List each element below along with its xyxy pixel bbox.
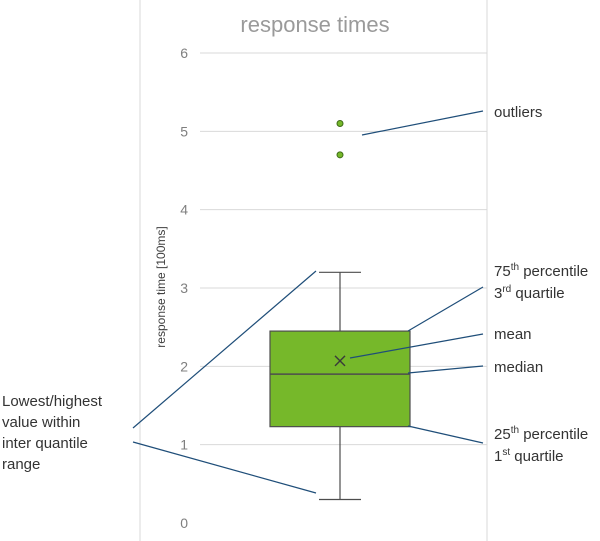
y-tick-label-2: 2 [180,358,188,374]
outlier-point-1 [336,151,344,159]
annotation-lines [132,110,484,494]
outliers-leader [361,110,484,136]
y-axis-ticks: 0 1 2 3 4 5 6 [180,45,188,531]
y-tick-label-0: 0 [180,515,188,531]
q3-label-line2: 3rd quartile [494,284,565,302]
whisker-low-leader [132,441,317,494]
q1-leader [407,425,484,444]
y-tick-label-6: 6 [180,45,188,61]
mean-marker-stroke-b [334,355,346,367]
q1-label-line2: 1st quartile [494,447,564,465]
box-plot-series [269,120,411,501]
mean-leader [349,333,484,359]
whisker-label-line3: inter quantile [2,435,88,452]
outlier-point-2 [336,120,344,127]
whisker-label-line1: Lowest/highest [2,393,103,410]
whisker-label-line2: value within [2,414,80,431]
mean-label: mean [494,326,532,343]
outliers-label: outliers [494,104,542,121]
outlier-points [336,120,344,159]
y-tick-label-4: 4 [180,202,188,218]
y-tick-label-1: 1 [180,437,188,453]
interquartile-box [269,330,411,428]
gridlines [200,52,487,446]
whisker-label-line4: range [2,456,40,473]
median-leader [407,365,484,374]
y-axis-title: response time [100ms] [154,226,168,347]
chart-title: response times [240,12,389,37]
median-label: median [494,359,543,376]
q3-leader [407,286,484,332]
whisker-high-leader [132,270,317,429]
y-tick-label-3: 3 [180,280,188,296]
q3-label-line1: 75th percentile [494,262,588,280]
y-tick-label-5: 5 [180,123,188,139]
q1-label-line1: 25th percentile [494,425,588,443]
mean-marker [334,355,346,367]
